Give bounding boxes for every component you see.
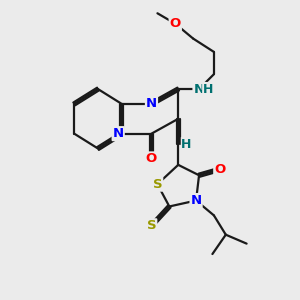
Text: S: S: [153, 178, 162, 191]
Text: N: N: [146, 98, 157, 110]
Text: O: O: [214, 163, 226, 176]
Text: H: H: [182, 138, 192, 151]
Text: N: N: [190, 194, 202, 207]
Text: S: S: [147, 219, 156, 232]
Text: N: N: [112, 127, 124, 140]
Text: O: O: [169, 17, 181, 30]
Text: H: H: [203, 82, 213, 96]
Text: O: O: [146, 152, 157, 165]
Text: N: N: [194, 82, 205, 96]
